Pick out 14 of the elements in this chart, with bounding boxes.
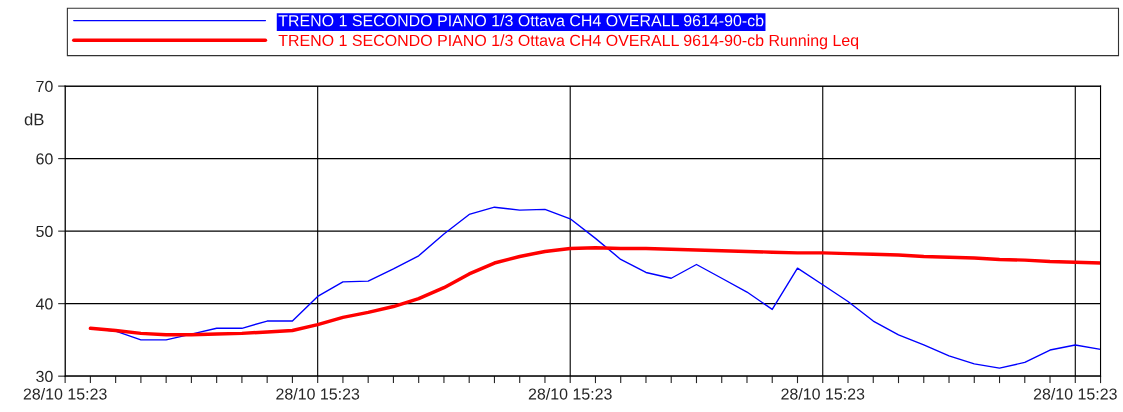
x-tick-label: 28/10 15:23 (23, 387, 107, 400)
x-tick-label: 28/10 15:23 (1033, 387, 1117, 400)
text: TRENO 1 SECONDO PIANO 1/3 Ottava CH4 OVERALL 9614-90-cb Running Leq (278, 34, 859, 50)
x-tick-label: 28/10 15:23 (276, 387, 360, 400)
y-tick-label: 40 (35, 298, 53, 310)
x-tick-label: 28/10 15:23 (781, 387, 865, 400)
y-tick-label: 30 (36, 370, 53, 383)
line-series (88, 246, 1101, 337)
y-tick-label: 70 (36, 80, 53, 93)
x-tick-label: 28/10 15:23 (528, 387, 612, 400)
text: TRENO 1 SECONDO PIANO 1/3 Ottava CH4 OVERALL 9614-90-cb (278, 14, 764, 27)
y-tick-label: 50 (36, 225, 53, 238)
y-tick-label: 60 (36, 153, 53, 165)
y-axis-title: dB (24, 113, 44, 126)
